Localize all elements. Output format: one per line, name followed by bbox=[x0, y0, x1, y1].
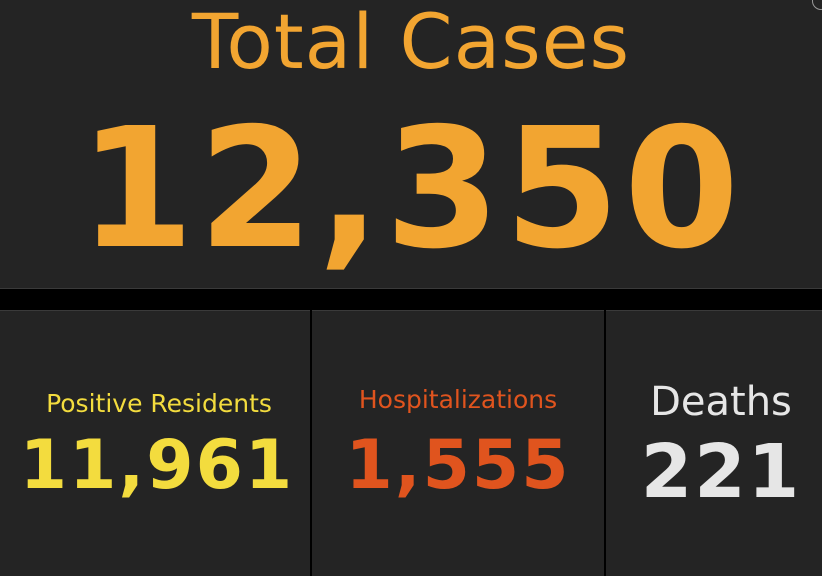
positive-residents-panel: Positive Residents 11,961 bbox=[0, 310, 310, 576]
deaths-panel: Deaths 221 bbox=[606, 310, 822, 576]
total-cases-value: 12,350 bbox=[78, 93, 744, 286]
positive-residents-label: Positive Residents bbox=[46, 389, 272, 418]
deaths-label: Deaths bbox=[650, 379, 792, 425]
positive-residents-value: 11,961 bbox=[19, 426, 295, 505]
total-cases-title: Total Cases bbox=[191, 0, 631, 86]
total-cases-panel: Total Cases 12,350 bbox=[0, 0, 822, 289]
hospitalizations-panel: Hospitalizations 1,555 bbox=[312, 310, 604, 576]
deaths-value: 221 bbox=[640, 429, 802, 515]
hospitalizations-value: 1,555 bbox=[345, 426, 571, 505]
hospitalizations-label: Hospitalizations bbox=[358, 385, 558, 414]
